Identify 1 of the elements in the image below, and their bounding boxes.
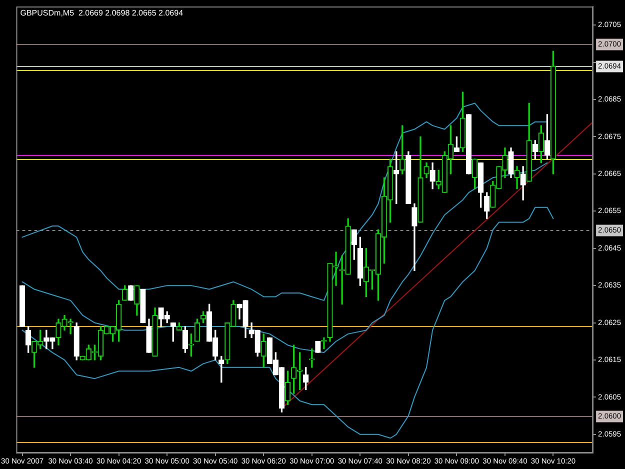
chart-title: GBPUSDm,M5 2.0669 2.0698 2.0665 2.0694	[20, 8, 184, 18]
